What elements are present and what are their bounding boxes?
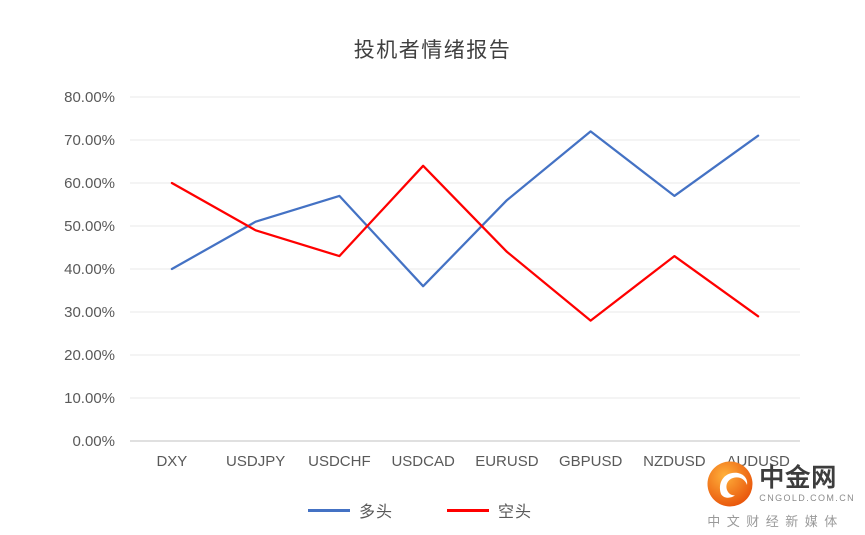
legend-label-short: 空头 — [498, 504, 533, 521]
legend-item-short: 空头 — [447, 498, 532, 522]
series-line-1 — [170, 164, 760, 322]
y-axis-label: 20.00% — [64, 347, 115, 364]
y-axis-label: 40.00% — [64, 261, 115, 278]
legend-swatch-short — [447, 508, 489, 512]
cngold-logo-icon — [707, 461, 753, 507]
chart-title: 投机者情绪报告 — [353, 39, 512, 62]
legend-swatch-long — [307, 508, 350, 512]
y-axis-label: 70.00% — [64, 132, 115, 149]
x-axis-label: EURUSD — [475, 453, 539, 470]
y-axis-label: 10.00% — [64, 390, 115, 407]
cngold-logo-text: 中金网 CNGOLD.COM.CN — [759, 463, 855, 504]
cngold-watermark: 中金网 CNGOLD.COM.CN 中文财经新媒体 — [707, 461, 855, 530]
y-axis-label: 0.00% — [72, 433, 115, 450]
y-axis-label: 80.00% — [64, 89, 115, 106]
x-axis-label: USDCHF — [308, 453, 371, 470]
x-axis-label: USDCAD — [391, 453, 455, 470]
x-axis-label: NZDUSD — [643, 453, 706, 470]
x-axis-label: DXY — [156, 453, 187, 470]
y-axis-label: 30.00% — [64, 304, 115, 321]
brand-tagline: 中文财经新媒体 — [707, 514, 844, 529]
chart-legend: 多头 空头 — [0, 497, 840, 523]
cngold-logo-row: 中金网 CNGOLD.COM.CN — [707, 461, 855, 507]
x-axis-label: GBPUSD — [559, 453, 623, 470]
legend-label-long: 多头 — [358, 504, 393, 521]
brand-name: 中金网 — [759, 463, 838, 492]
y-axis-label: 60.00% — [64, 175, 115, 192]
brand-domain: CNGOLD.COM.CN — [759, 493, 855, 504]
legend-item-long: 多头 — [307, 498, 393, 522]
y-axis-label: 50.00% — [64, 218, 115, 235]
x-axis-label: USDJPY — [226, 453, 285, 470]
series-line-0 — [170, 130, 760, 288]
